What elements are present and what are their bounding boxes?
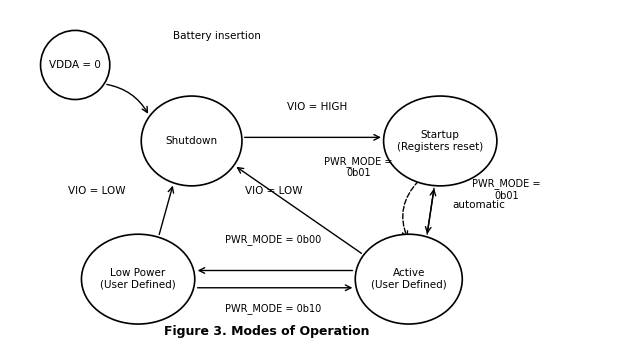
- Text: VIO = LOW: VIO = LOW: [245, 186, 303, 196]
- Ellipse shape: [384, 96, 497, 186]
- Ellipse shape: [81, 234, 195, 324]
- FancyArrowPatch shape: [425, 188, 434, 233]
- FancyArrowPatch shape: [107, 84, 147, 113]
- Text: Active
(User Defined): Active (User Defined): [371, 268, 446, 290]
- FancyArrowPatch shape: [403, 181, 418, 237]
- Text: VIO = LOW: VIO = LOW: [68, 186, 126, 196]
- Ellipse shape: [355, 234, 462, 324]
- Text: Low Power
(User Defined): Low Power (User Defined): [100, 268, 176, 290]
- Text: PWR_MODE =
0b01: PWR_MODE = 0b01: [472, 178, 540, 200]
- FancyArrowPatch shape: [237, 168, 361, 253]
- Ellipse shape: [141, 96, 242, 186]
- Text: VDDA = 0: VDDA = 0: [50, 60, 101, 70]
- Text: PWR_MODE = 0b00: PWR_MODE = 0b00: [225, 234, 321, 245]
- Text: VIO = HIGH: VIO = HIGH: [288, 101, 347, 112]
- Text: automatic: automatic: [453, 200, 505, 210]
- FancyArrowPatch shape: [159, 187, 173, 234]
- Text: PWR_MODE = 0b10: PWR_MODE = 0b10: [225, 303, 321, 314]
- Text: Startup
(Registers reset): Startup (Registers reset): [397, 130, 483, 152]
- FancyArrowPatch shape: [244, 134, 380, 140]
- Text: Battery insertion: Battery insertion: [173, 31, 261, 41]
- FancyArrowPatch shape: [199, 268, 352, 273]
- Text: Shutdown: Shutdown: [166, 136, 218, 146]
- Text: PWR_MODE =
0b01: PWR_MODE = 0b01: [324, 155, 392, 178]
- FancyArrowPatch shape: [197, 285, 351, 291]
- Text: Figure 3. Modes of Operation: Figure 3. Modes of Operation: [164, 325, 370, 338]
- Ellipse shape: [41, 31, 110, 99]
- FancyArrowPatch shape: [427, 190, 436, 234]
